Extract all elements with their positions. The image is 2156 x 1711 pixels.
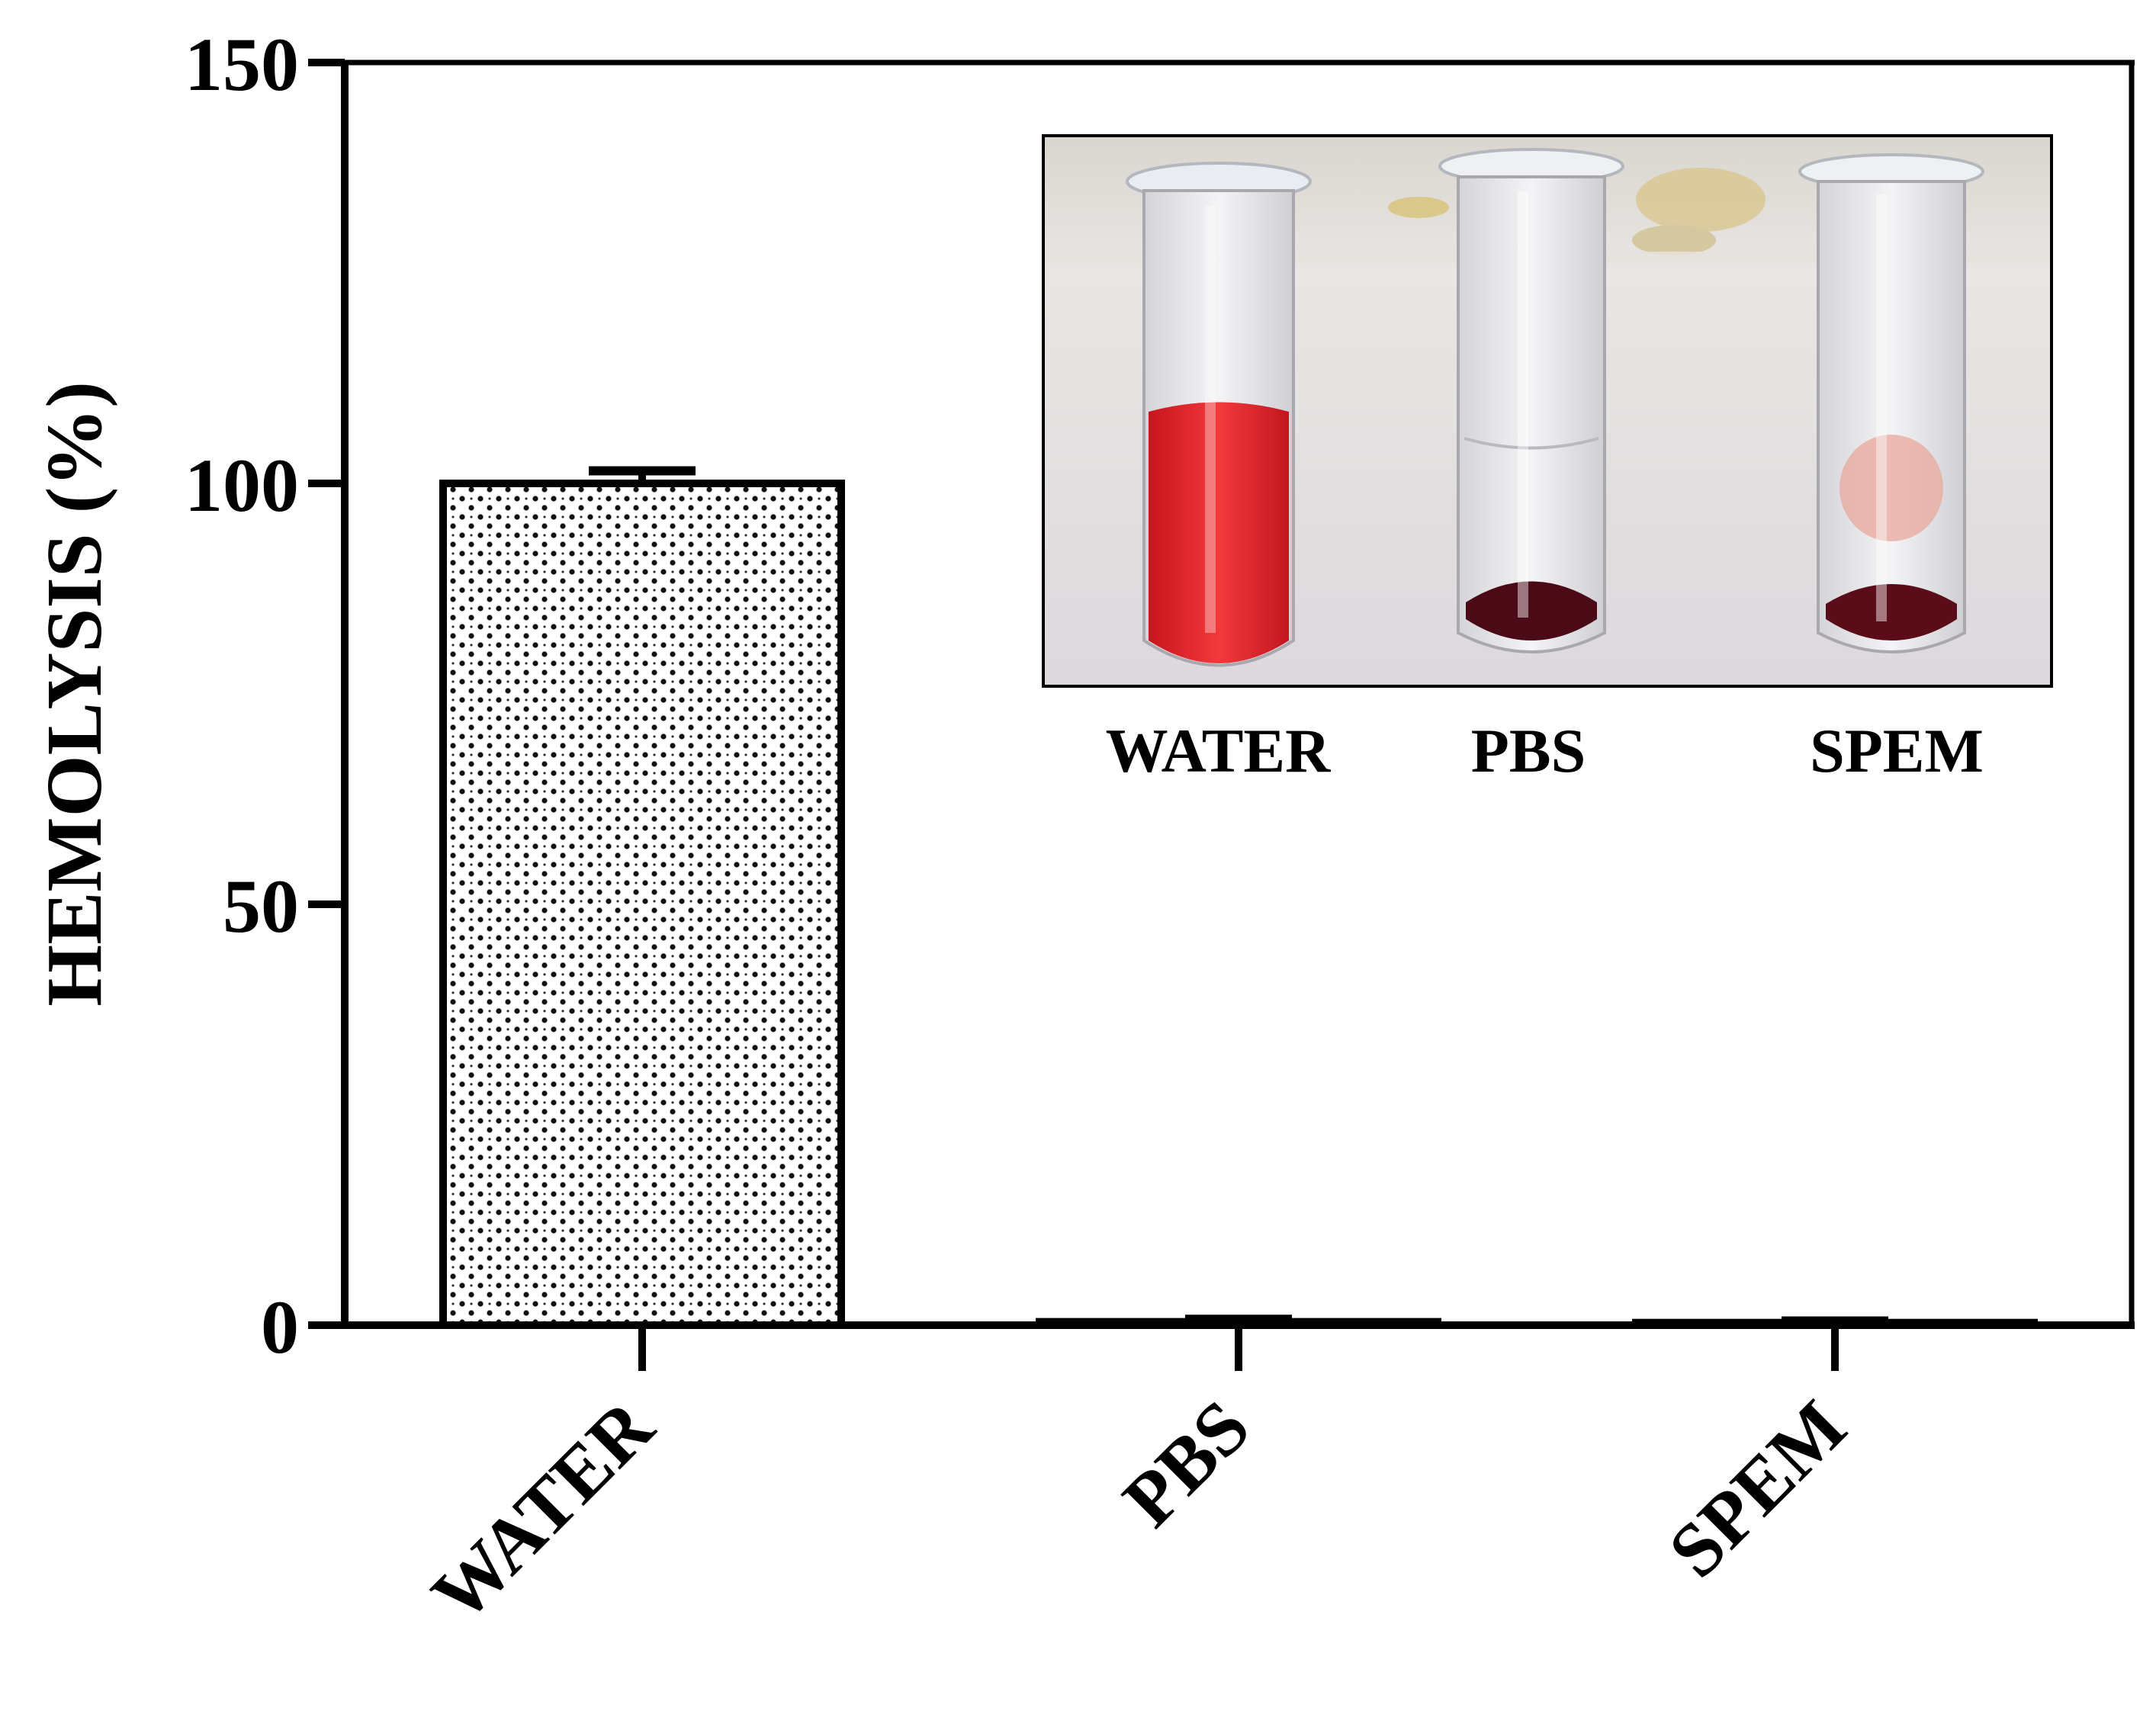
inset-label-spem: SPEM bbox=[1810, 716, 1984, 785]
inset-label-water: WATER bbox=[1106, 716, 1331, 785]
x-axis-ticks: WATER PBS SPEM bbox=[416, 1325, 1862, 1638]
tube-pbs bbox=[1438, 148, 1624, 653]
y-axis-ticks: 0 50 100 150 bbox=[185, 22, 345, 1369]
inset-photo bbox=[1042, 134, 2053, 688]
y-tick-label-0: 0 bbox=[261, 1285, 299, 1369]
y-tick-label-50: 50 bbox=[223, 864, 299, 949]
x-tick-label-water: WATER bbox=[416, 1383, 670, 1638]
x-tick-label-pbs: PBS bbox=[1107, 1384, 1265, 1542]
inset-label-pbs: PBS bbox=[1471, 716, 1586, 785]
y-tick-label-150: 150 bbox=[185, 22, 299, 107]
bars bbox=[439, 480, 2038, 1329]
y-tick-label-100: 100 bbox=[185, 443, 299, 528]
bar-water bbox=[439, 480, 845, 1329]
y-axis-title: HEMOLYSIS (%) bbox=[31, 381, 118, 1006]
tube-spem bbox=[1798, 153, 1984, 653]
x-tick-label-spem: SPEM bbox=[1653, 1384, 1862, 1594]
tube-water bbox=[1126, 162, 1312, 667]
inset-photo-border bbox=[1042, 134, 2053, 688]
error-bars bbox=[589, 466, 1888, 1326]
